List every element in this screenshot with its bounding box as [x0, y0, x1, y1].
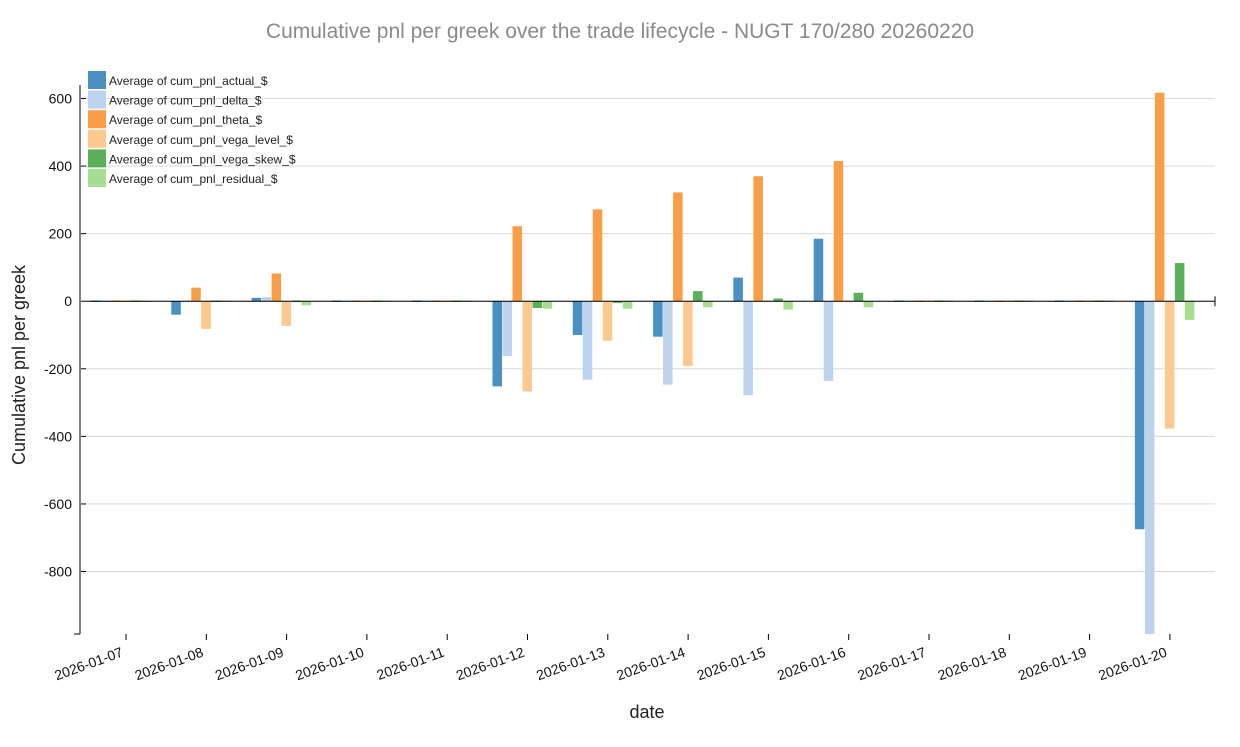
x-tick-label: 2026-01-18	[936, 644, 1009, 684]
bar-2026-01-13-series-5	[622, 301, 633, 309]
legend-label-0: Average of cum_pnl_actual_$	[109, 74, 268, 88]
bar-2026-01-12-series-0	[492, 301, 502, 387]
bar-2026-01-15-series-1	[743, 301, 753, 396]
bar-2026-01-13-series-2	[592, 209, 603, 302]
bar-2026-01-16-series-1	[823, 301, 834, 381]
bar-2026-01-20-series-0	[1134, 301, 1145, 530]
legend: Average of cum_pnl_actual_$ Average of cu…	[88, 71, 296, 187]
bar-2026-01-09-series-2	[271, 273, 282, 302]
bar-2026-01-14-series-3	[683, 301, 693, 367]
bar-2026-01-20-series-5	[1184, 301, 1195, 320]
legend-label-3: Average of cum_pnl_vega_level_$	[109, 133, 293, 147]
y-tick-label: 400	[49, 158, 73, 174]
x-tick-label: 2026-01-13	[534, 644, 607, 684]
bar-2026-01-15-series-4	[773, 298, 783, 302]
bar-2026-01-14-series-5	[703, 301, 713, 308]
bars	[91, 92, 1195, 634]
y-tick-label: -400	[44, 428, 72, 444]
legend-label-2: Average of cum_pnl_theta_$	[109, 113, 263, 127]
legend-label-5: Average of cum_pnl_residual_$	[109, 172, 278, 186]
bar-2026-01-20-series-4	[1174, 263, 1185, 302]
bar-2026-01-09-series-5	[301, 301, 312, 306]
legend-swatch-5	[88, 169, 106, 187]
bar-2026-01-13-series-4	[612, 301, 623, 303]
bar-2026-01-20-series-1	[1144, 301, 1155, 634]
x-tick-label: 2026-01-15	[695, 644, 768, 684]
bar-2026-01-12-series-1	[502, 301, 512, 356]
bar-2026-01-20-series-2	[1154, 92, 1165, 302]
x-axis-title: date	[629, 702, 664, 722]
bar-2026-01-16-series-2	[833, 161, 844, 302]
bar-2026-01-08-series-3	[201, 301, 211, 329]
bar-2026-01-09-series-1	[261, 297, 272, 302]
y-axis-title: Cumulative pnl per greek	[9, 264, 29, 465]
chart-title: Cumulative pnl per greek over the trade …	[266, 20, 974, 43]
legend-label-4: Average of cum_pnl_vega_skew_$	[109, 152, 296, 166]
legend-label-1: Average of cum_pnl_delta_$	[109, 94, 262, 108]
bar-2026-01-15-series-0	[733, 277, 743, 302]
x-tick-label: 2026-01-20	[1096, 644, 1169, 684]
x-tick-label: 2026-01-10	[293, 644, 366, 684]
x-tick-label: 2026-01-14	[614, 644, 687, 684]
bar-2026-01-12-series-5	[542, 301, 552, 309]
x-tick-label: 2026-01-12	[454, 644, 527, 684]
bar-2026-01-12-series-3	[522, 301, 532, 392]
y-tick-label: -800	[44, 563, 72, 579]
x-tick-label: 2026-01-09	[213, 644, 286, 684]
bar-2026-01-16-series-4	[853, 292, 864, 302]
bar-2026-01-14-series-4	[693, 291, 703, 302]
legend-swatch-0	[88, 71, 106, 89]
legend-swatch-4	[88, 149, 106, 168]
y-tick-label: -200	[44, 361, 72, 377]
bar-2026-01-16-series-5	[863, 301, 874, 308]
bar-2026-01-13-series-3	[602, 301, 613, 341]
bar-2026-01-16-series-0	[813, 238, 824, 302]
bar-2026-01-09-series-3	[281, 301, 292, 326]
legend-swatch-2	[88, 110, 106, 129]
bar-2026-01-13-series-0	[572, 301, 583, 336]
x-tick-label: 2026-01-11	[374, 644, 446, 683]
bar-2026-01-14-series-1	[663, 301, 673, 385]
bar-2026-01-14-series-2	[673, 192, 683, 302]
bar-2026-01-08-series-2	[191, 287, 201, 302]
y-tick-label: 0	[64, 293, 72, 309]
bar-2026-01-14-series-0	[653, 301, 663, 337]
legend-swatch-1	[88, 90, 106, 109]
bar-2026-01-20-series-3	[1164, 301, 1175, 429]
bar-2026-01-08-series-0	[171, 301, 181, 315]
y-tick-label: 600	[49, 91, 73, 107]
y-tick-label: -600	[44, 496, 72, 512]
x-tick-label: 2026-01-17	[855, 644, 928, 684]
bar-2026-01-15-series-5	[783, 301, 793, 310]
legend-swatch-3	[88, 129, 106, 148]
x-tick-label: 2026-01-07	[52, 644, 125, 684]
bar-2026-01-15-series-2	[753, 176, 763, 302]
bar-2026-01-09-series-0	[251, 297, 262, 302]
x-tick-label: 2026-01-08	[133, 644, 206, 684]
bar-2026-01-12-series-2	[512, 226, 522, 302]
x-tick-label: 2026-01-16	[775, 644, 848, 684]
grid-lines	[86, 98, 1215, 572]
bar-2026-01-13-series-1	[582, 301, 593, 380]
bar-2026-01-12-series-4	[532, 301, 542, 308]
x-tick-label: 2026-01-19	[1016, 644, 1089, 684]
y-tick-label: 200	[49, 226, 73, 242]
